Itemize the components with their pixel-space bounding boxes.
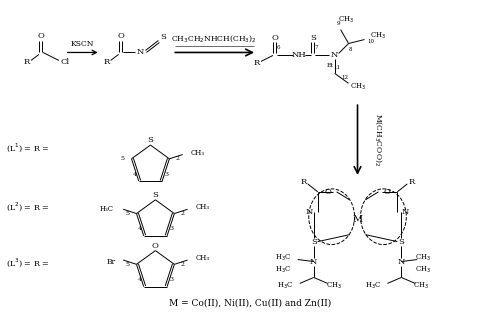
Text: 5: 5 bbox=[120, 156, 124, 161]
Text: 3: 3 bbox=[164, 172, 168, 177]
Text: 3: 3 bbox=[169, 226, 173, 231]
Text: 4: 4 bbox=[138, 277, 142, 282]
Text: 5: 5 bbox=[126, 211, 130, 216]
Text: H₃C: H₃C bbox=[100, 205, 114, 213]
Text: 6: 6 bbox=[277, 45, 280, 50]
Text: Br: Br bbox=[106, 258, 116, 266]
Text: 7: 7 bbox=[315, 45, 318, 50]
Text: KSCN: KSCN bbox=[71, 40, 94, 49]
Text: S: S bbox=[310, 33, 316, 42]
Text: H$_3$C: H$_3$C bbox=[276, 264, 292, 275]
Text: N: N bbox=[306, 208, 314, 216]
Text: Et: Et bbox=[327, 63, 334, 68]
Text: S: S bbox=[311, 238, 316, 246]
Text: O: O bbox=[272, 33, 278, 42]
Text: O: O bbox=[324, 188, 331, 196]
Text: 8: 8 bbox=[349, 47, 352, 52]
Text: (L$^3$) = R =: (L$^3$) = R = bbox=[6, 256, 50, 269]
Text: N: N bbox=[398, 258, 405, 265]
Text: CH$_3$CH$_2$NHCH(CH$_3$)$_2$: CH$_3$CH$_2$NHCH(CH$_3$)$_2$ bbox=[172, 33, 257, 44]
Text: M: M bbox=[352, 215, 362, 224]
Text: S: S bbox=[160, 33, 166, 41]
Text: 9: 9 bbox=[337, 21, 340, 26]
Text: R: R bbox=[24, 59, 30, 66]
Text: N: N bbox=[331, 51, 338, 59]
Text: S: S bbox=[398, 238, 404, 246]
Text: N: N bbox=[310, 258, 318, 265]
Text: 3: 3 bbox=[169, 277, 173, 282]
Text: CH₃: CH₃ bbox=[196, 203, 209, 211]
Text: O: O bbox=[384, 188, 391, 196]
Text: R: R bbox=[254, 59, 260, 67]
Text: CH$_3$: CH$_3$ bbox=[338, 14, 354, 25]
Text: 11: 11 bbox=[333, 65, 340, 70]
Text: 5: 5 bbox=[126, 262, 130, 267]
Text: S: S bbox=[148, 136, 154, 144]
Text: S: S bbox=[152, 191, 158, 199]
Text: 2: 2 bbox=[180, 262, 184, 267]
Text: CH$_3$: CH$_3$ bbox=[350, 82, 366, 92]
Text: NH: NH bbox=[292, 51, 306, 59]
Text: N: N bbox=[402, 208, 409, 216]
Text: CH$_3$: CH$_3$ bbox=[413, 280, 430, 290]
Text: 2: 2 bbox=[180, 211, 184, 216]
Text: Cl: Cl bbox=[60, 59, 70, 66]
Text: 10: 10 bbox=[367, 39, 374, 44]
Text: CH₃: CH₃ bbox=[196, 254, 209, 262]
Text: H$_3$C: H$_3$C bbox=[276, 253, 292, 263]
Text: (L$^2$) = R =: (L$^2$) = R = bbox=[6, 200, 50, 213]
Text: N: N bbox=[137, 49, 144, 56]
Text: O: O bbox=[117, 32, 124, 39]
Text: CH₃: CH₃ bbox=[190, 148, 204, 156]
Text: 2: 2 bbox=[176, 156, 180, 161]
Text: 4: 4 bbox=[132, 172, 137, 177]
Text: 4: 4 bbox=[138, 226, 142, 231]
Text: M = Co(II), Ni(II), Cu(II) and Zn(II): M = Co(II), Ni(II), Cu(II) and Zn(II) bbox=[169, 299, 331, 308]
Text: R: R bbox=[300, 178, 307, 186]
Text: H$_3$C: H$_3$C bbox=[365, 280, 382, 290]
Text: O: O bbox=[152, 242, 159, 249]
Text: R: R bbox=[408, 178, 414, 186]
Text: CH$_3$: CH$_3$ bbox=[415, 264, 432, 275]
Text: CH$_3$: CH$_3$ bbox=[415, 253, 432, 263]
Text: M(CH$_3$COO)$_2$: M(CH$_3$COO)$_2$ bbox=[374, 113, 384, 167]
Text: O: O bbox=[38, 32, 44, 39]
Text: H$_3$C: H$_3$C bbox=[278, 280, 294, 290]
Text: CH$_3$: CH$_3$ bbox=[370, 30, 386, 41]
Text: CH$_3$: CH$_3$ bbox=[326, 280, 342, 290]
Text: (L$^1$) = R =: (L$^1$) = R = bbox=[6, 142, 50, 154]
Text: 12: 12 bbox=[341, 75, 348, 80]
Text: R: R bbox=[104, 59, 110, 66]
